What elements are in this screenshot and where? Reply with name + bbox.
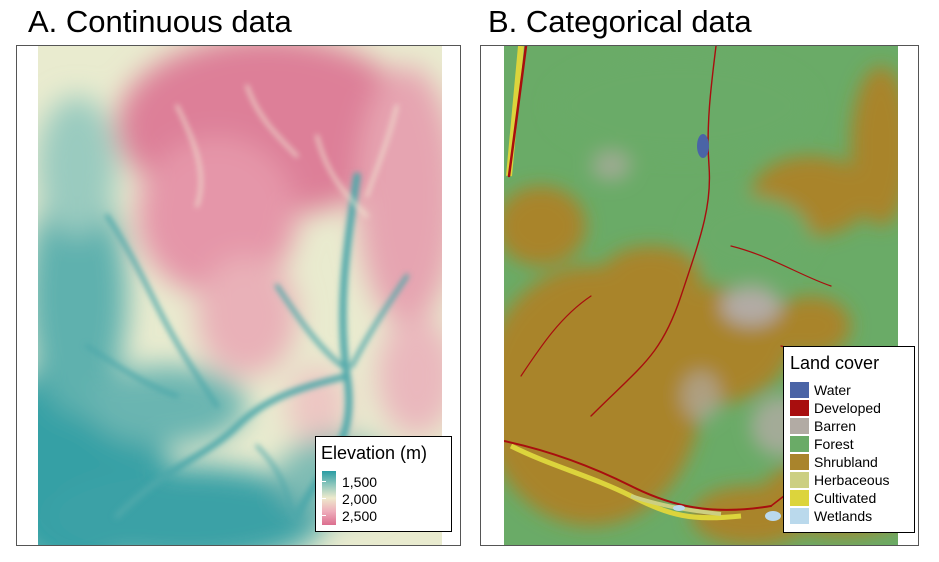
ramp-tick xyxy=(322,515,326,516)
elevation-legend: Elevation (m) 1,500 2,000 2,500 xyxy=(315,436,452,532)
panel-b-frame: Land cover Water Developed Barren Forest Shr… xyxy=(480,45,919,546)
land-cover-label-shrubland: Shrubland xyxy=(814,454,878,470)
land-cover-swatch-barren xyxy=(790,418,809,434)
panel-a-frame: Elevation (m) 1,500 2,000 2,500 xyxy=(16,45,461,546)
ramp-tick xyxy=(322,498,326,499)
land-cover-swatch-forest xyxy=(790,436,809,452)
land-cover-swatch-cultivated xyxy=(790,490,809,506)
land-cover-label-barren: Barren xyxy=(814,418,857,434)
land-cover-legend: Land cover Water Developed Barren Forest Shr… xyxy=(783,346,915,533)
land-cover-label-wetlands: Wetlands xyxy=(814,508,873,524)
land-cover-label-forest: Forest xyxy=(814,436,854,452)
land-cover-swatch-herbaceous xyxy=(790,472,809,488)
land-cover-label-developed: Developed xyxy=(814,400,881,416)
land-cover-label-water: Water xyxy=(814,382,851,398)
land-cover-label-herbaceous: Herbaceous xyxy=(814,472,890,488)
elevation-legend-title: Elevation (m) xyxy=(321,443,428,463)
elevation-label-1500: 1,500 xyxy=(342,474,378,490)
land-cover-swatch-shrubland xyxy=(790,454,809,470)
elevation-label-2000: 2,000 xyxy=(342,491,378,507)
land-cover-swatch-water xyxy=(790,382,809,398)
elevation-label-2500: 2,500 xyxy=(342,508,378,524)
elevation-color-ramp xyxy=(322,471,336,525)
panel-b-title: B. Categorical data xyxy=(488,4,752,39)
land-cover-label-cultivated: Cultivated xyxy=(814,490,877,506)
ramp-tick xyxy=(322,481,326,482)
land-cover-legend-title: Land cover xyxy=(790,353,880,373)
land-cover-swatch-developed xyxy=(790,400,809,416)
land-cover-swatch-wetlands xyxy=(790,508,809,524)
panel-a-title: A. Continuous data xyxy=(28,4,292,39)
